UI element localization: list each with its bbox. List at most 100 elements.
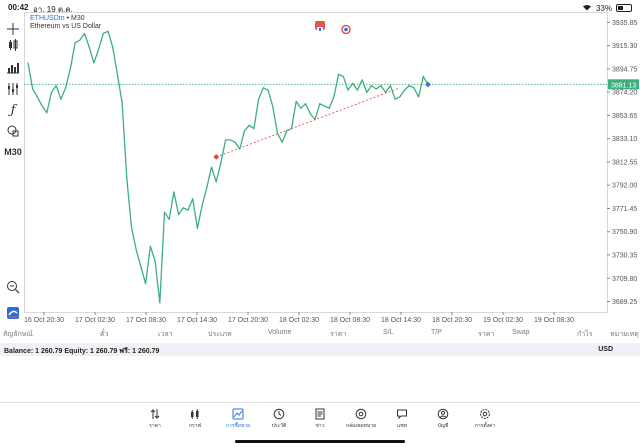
y-tick-label: 3750.90 bbox=[612, 229, 637, 236]
nav-item-history[interactable]: ประวัติ bbox=[259, 408, 299, 430]
y-tick-label: 3915.30 bbox=[612, 43, 637, 50]
wifi-icon bbox=[582, 3, 592, 13]
price-point bbox=[65, 87, 67, 89]
price-point bbox=[168, 218, 170, 220]
price-point bbox=[149, 245, 151, 247]
bar-chart-icon[interactable] bbox=[4, 58, 22, 76]
nav-item-quotes[interactable]: ราคา bbox=[135, 408, 175, 430]
settings-icon bbox=[480, 409, 490, 419]
price-point bbox=[342, 75, 344, 78]
trade-table-header: สัญลักษณ์ ตั๋ว เวลา ประเภท Volume ราคา S/L T/P ร… bbox=[0, 327, 640, 339]
news-icon bbox=[315, 408, 325, 420]
price-point bbox=[192, 198, 194, 200]
table-column-header[interactable]: Swap bbox=[512, 329, 530, 336]
one-click-trading-icon[interactable] bbox=[315, 21, 325, 32]
nav-item-label: บัญชี bbox=[437, 423, 449, 429]
price-point bbox=[27, 62, 29, 64]
price-chart[interactable]: 3935.85 3915.30 3894.75 3874.20 3853.65 3833.… bbox=[24, 12, 640, 326]
table-column-header[interactable]: กำไร bbox=[577, 331, 593, 338]
battery-percent: 33% bbox=[595, 3, 612, 13]
nav-item-label: ข่าว bbox=[315, 423, 325, 429]
nav-item-chat[interactable]: แชท bbox=[382, 408, 422, 430]
price-point bbox=[366, 91, 368, 93]
crosshair-icon[interactable] bbox=[4, 20, 22, 38]
x-tick-label: 18 Oct 20:30 bbox=[432, 317, 472, 324]
price-series-line bbox=[27, 30, 429, 304]
y-tick-label: 3771.45 bbox=[612, 206, 637, 213]
table-column-header[interactable]: เวลา bbox=[158, 331, 173, 338]
price-point bbox=[385, 91, 387, 93]
price-point bbox=[206, 186, 208, 189]
trade-icon bbox=[232, 408, 244, 420]
nav-item-trade[interactable]: การซื้อขาย bbox=[218, 408, 258, 430]
price-point bbox=[97, 48, 100, 50]
table-column-header[interactable]: หมายเหตุ bbox=[610, 331, 639, 338]
y-tick-label: 3689.25 bbox=[612, 299, 637, 306]
price-point bbox=[154, 260, 156, 262]
price-point bbox=[140, 266, 142, 268]
balance-row[interactable]: Balance: 1 260.79 Equity: 1 260.79 ฟรี: … bbox=[0, 343, 640, 356]
nav-item-settings[interactable]: การตั้งค่า bbox=[465, 408, 505, 430]
nav-item-chart[interactable]: กราฟ bbox=[175, 408, 215, 430]
price-point bbox=[60, 98, 62, 100]
function-icon[interactable]: ƒ bbox=[10, 102, 16, 118]
price-point bbox=[135, 249, 137, 251]
price-point bbox=[408, 84, 410, 87]
trade-level-icon[interactable] bbox=[341, 21, 351, 35]
price-point bbox=[356, 89, 359, 91]
price-point bbox=[300, 107, 302, 109]
price-point bbox=[225, 139, 227, 141]
price-point bbox=[210, 166, 213, 168]
nav-item-account[interactable]: บัญชี bbox=[423, 408, 463, 430]
table-column-header[interactable]: ประเภท bbox=[208, 331, 232, 338]
y-tick-label: 3812.55 bbox=[612, 159, 637, 166]
y-tick-label: 3853.65 bbox=[612, 113, 637, 120]
price-point bbox=[413, 87, 415, 89]
table-column-header[interactable]: ราคา bbox=[478, 331, 495, 338]
zoom-icon[interactable] bbox=[4, 278, 22, 296]
table-column-header[interactable]: Volume bbox=[268, 329, 292, 336]
bottom-navigation: ราคา กราฟ การซื้อขาย ประวัติ ข่าว กล่องจดหมาย… bbox=[0, 405, 640, 435]
current-price-badge bbox=[608, 79, 639, 90]
nav-item-label: กล่องจดหมาย bbox=[345, 423, 377, 429]
timeframe-button[interactable]: M30 bbox=[4, 147, 22, 157]
price-point bbox=[126, 177, 128, 180]
nav-item-label: การซื้อขาย bbox=[225, 423, 251, 429]
candlestick-icon[interactable] bbox=[4, 36, 22, 54]
nav-item-news[interactable]: ข่าว bbox=[300, 408, 340, 430]
chart-timeframe-sep: • bbox=[66, 15, 71, 22]
objects-icon[interactable] bbox=[4, 121, 22, 139]
chart-icon bbox=[191, 409, 199, 419]
table-column-header[interactable]: สัญลักษณ์ bbox=[3, 331, 33, 338]
price-point bbox=[257, 98, 260, 100]
quotes-icon bbox=[150, 409, 160, 419]
table-column-header[interactable]: T/P bbox=[431, 329, 442, 336]
app-logo-icon[interactable] bbox=[4, 304, 22, 322]
balance-text: Balance: 1 260.79 Equity: 1 260.79 ฟรี: … bbox=[4, 348, 160, 355]
indicators-icon[interactable] bbox=[4, 80, 22, 98]
y-tick-label: 3874.20 bbox=[612, 90, 637, 97]
price-point bbox=[229, 139, 231, 141]
y-tick-label: 3935.85 bbox=[612, 20, 637, 27]
price-point bbox=[248, 124, 250, 126]
price-point bbox=[352, 82, 354, 84]
price-point bbox=[403, 89, 406, 91]
price-point bbox=[328, 107, 330, 109]
table-column-header[interactable]: ราคา bbox=[330, 331, 347, 338]
price-point bbox=[36, 96, 39, 98]
price-point bbox=[243, 130, 246, 132]
status-bar: 00:42 อา. 19 ต.ค. 33% bbox=[0, 0, 640, 14]
price-point bbox=[145, 283, 147, 285]
table-column-header[interactable]: ตั๋ว bbox=[100, 331, 109, 338]
price-point bbox=[422, 75, 424, 78]
table-column-header[interactable]: S/L bbox=[383, 329, 394, 336]
status-date: อา. 19 ต.ค. bbox=[33, 5, 73, 14]
nav-item-mailbox[interactable]: กล่องจดหมาย bbox=[341, 408, 381, 430]
price-point bbox=[79, 39, 81, 41]
price-point bbox=[55, 84, 57, 87]
nav-item-label: กราฟ bbox=[188, 423, 202, 429]
price-point bbox=[337, 73, 340, 75]
price-point bbox=[215, 181, 217, 183]
price-point bbox=[253, 128, 255, 130]
x-tick-label: 19 Oct 08:30 bbox=[534, 317, 574, 324]
